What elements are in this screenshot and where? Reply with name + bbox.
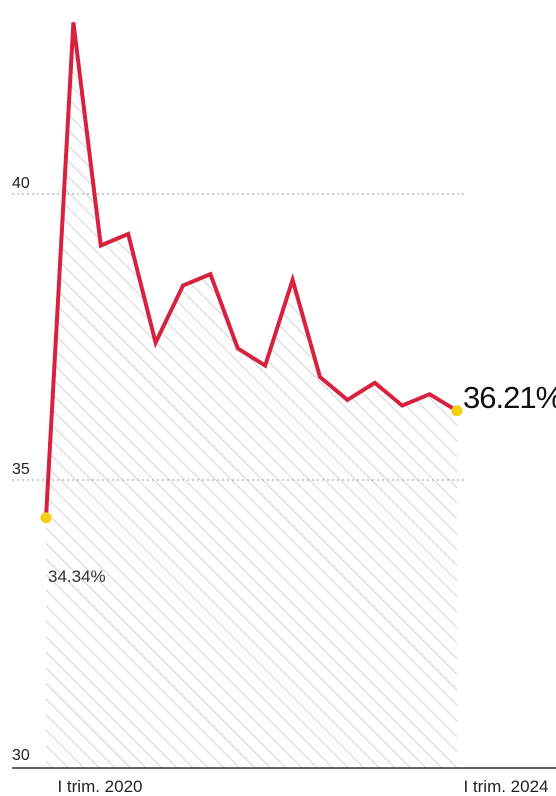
endpoint-markers xyxy=(40,405,463,524)
start-value-label: 34.34% xyxy=(48,567,106,586)
start-point xyxy=(40,512,52,524)
area-fill xyxy=(46,22,457,768)
series-line xyxy=(44,22,459,518)
x-end-label: I trim. 2024 xyxy=(463,777,548,796)
end-point xyxy=(451,405,463,417)
y-tick-label: 35 xyxy=(12,461,30,478)
labels: I trim. 2020 I trim. 2024 34.34% 36.21% xyxy=(48,380,556,796)
series-line-group xyxy=(44,22,459,518)
hatched-area xyxy=(46,22,457,768)
end-value-label: 36.21% xyxy=(463,380,556,415)
y-tick-label: 40 xyxy=(12,175,30,192)
y-tick-label: 30 xyxy=(12,747,30,764)
x-start-label: I trim. 2020 xyxy=(57,777,142,796)
